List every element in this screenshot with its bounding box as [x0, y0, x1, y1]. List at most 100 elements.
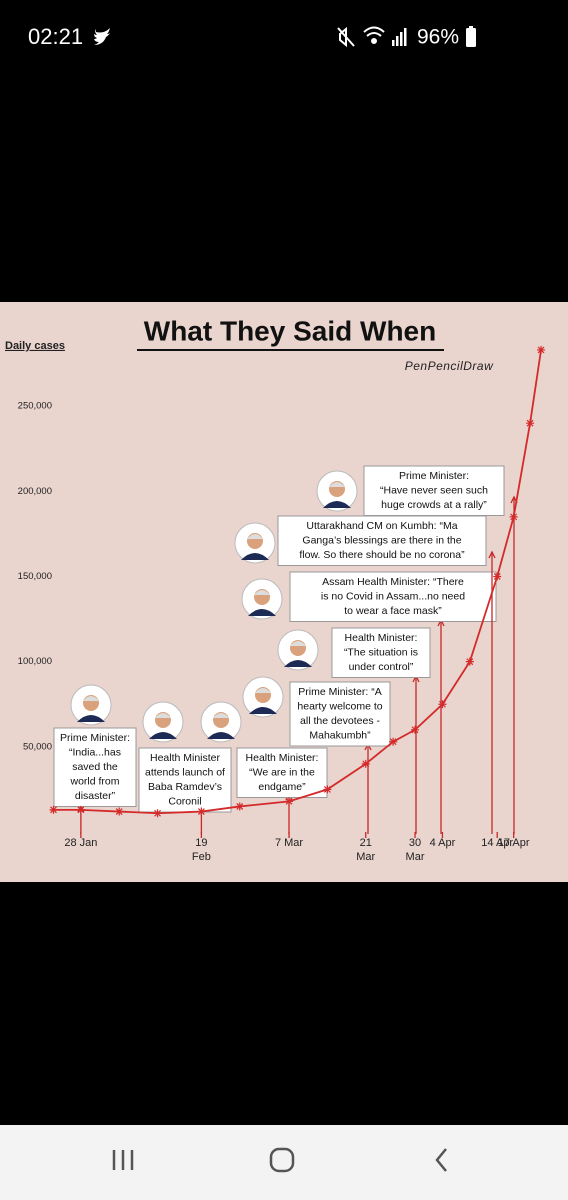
portrait-hair — [155, 713, 171, 718]
annotation-text: Assam Health Minister: “There — [322, 576, 464, 588]
x-tick-label: 19 Feb — [191, 837, 211, 863]
battery-icon — [466, 26, 476, 47]
portrait-body — [284, 660, 312, 667]
signal-icon — [392, 28, 407, 46]
annotation-text: “India...has — [69, 746, 121, 758]
annotation-text: Baba Ramdev’s — [148, 781, 222, 793]
cases-point — [493, 572, 502, 581]
portrait — [316, 470, 358, 512]
x-tick-label: 30 Mar — [405, 837, 425, 863]
annotation-text: Health Minister — [150, 752, 221, 764]
portrait-hair — [83, 696, 99, 701]
portrait-hair — [247, 534, 263, 539]
cases-point — [465, 657, 474, 666]
cases-point — [438, 700, 447, 709]
annotation-text: to wear a face mask” — [344, 605, 442, 617]
twitter-icon — [94, 28, 110, 45]
x-tick-label: 14 Apr — [481, 837, 514, 849]
annotation-text: Ganga’s blessings are there in the — [302, 534, 461, 546]
annotation-text: Uttarakhand CM on Kumbh: “Ma — [306, 520, 457, 532]
y-tick-label: 150,000 — [18, 571, 52, 582]
portrait-hair — [329, 482, 345, 487]
portrait-body — [149, 732, 177, 739]
cases-point — [153, 809, 162, 818]
annotation-text: saved the — [72, 761, 118, 773]
annotation-text: all the devotees - — [300, 715, 380, 727]
portrait-hair — [254, 590, 270, 595]
portrait-body — [241, 553, 269, 560]
battery-percent: 96% — [417, 26, 459, 49]
annotation-text: huge crowds at a rally” — [381, 499, 487, 511]
annotation-text: flow. So there should be no corona” — [299, 549, 465, 561]
annotation-text: Health Minister: — [345, 632, 418, 644]
portrait-body — [248, 609, 276, 616]
annotation-text: Health Minister: — [246, 752, 319, 764]
annotation-text: endgame” — [258, 781, 306, 793]
cases-point — [537, 345, 546, 354]
cases-point — [235, 802, 244, 811]
annotation-box — [331, 627, 431, 678]
annotation-text: “We are in the — [249, 766, 315, 778]
portrait-hair — [290, 641, 306, 646]
portrait — [200, 701, 242, 743]
annotation-text: world from — [69, 775, 119, 787]
annotation-text: under control” — [349, 661, 414, 673]
cases-point — [285, 797, 294, 806]
cases-point — [323, 785, 332, 794]
annotation-box — [236, 747, 328, 798]
x-tick-label: 4 Apr — [429, 837, 456, 849]
arrow-head — [488, 550, 496, 559]
wifi-icon — [363, 26, 385, 44]
cases-point — [49, 805, 58, 814]
annotation-box — [289, 681, 391, 747]
x-tick-label: 21 Mar — [356, 837, 376, 863]
annotation-box — [138, 747, 232, 813]
cases-point — [509, 512, 518, 521]
annotation-text: Prime Minister: — [60, 732, 130, 744]
y-tick-label: 50,000 — [23, 741, 52, 752]
annotation-text: is no Covid in Assam...no need — [321, 590, 465, 602]
annotation-text: disaster” — [75, 790, 116, 802]
home-button[interactable] — [269, 1147, 295, 1173]
y-tick-label: 100,000 — [18, 656, 52, 667]
annotation-text: Prime Minister: — [399, 470, 469, 482]
annotation-text: attends launch of — [145, 766, 225, 778]
portrait-body — [323, 501, 351, 508]
y-axis-label: Daily cases — [5, 340, 65, 352]
annotation-text: Mahakumbh” — [309, 729, 371, 741]
portrait — [277, 629, 319, 671]
portrait-body — [207, 732, 235, 739]
portrait — [142, 701, 184, 743]
cases-point — [361, 759, 370, 768]
cases-point — [197, 807, 206, 816]
y-tick-label: 200,000 — [18, 486, 52, 497]
cases-point — [76, 805, 85, 814]
cases-point — [526, 419, 535, 428]
annotation-text: “The situation is — [344, 646, 418, 658]
back-button[interactable] — [435, 1148, 447, 1172]
portrait — [241, 578, 283, 620]
portrait-body — [249, 707, 277, 714]
annotation-text: Coronil — [168, 795, 201, 807]
annotation-box — [289, 571, 497, 622]
mute-icon — [337, 26, 355, 48]
cases-point — [411, 725, 420, 734]
chart-title: What They Said When — [144, 315, 436, 346]
annotation-box — [53, 727, 137, 807]
nav-bar — [0, 1125, 568, 1200]
portrait-hair — [255, 688, 271, 693]
clock: 02:21 — [28, 24, 83, 49]
portrait — [234, 522, 276, 564]
cases-point — [389, 737, 398, 746]
cases-point — [115, 807, 124, 816]
x-tick-label: 7 Mar — [274, 837, 304, 849]
annotation-box — [363, 465, 505, 516]
x-tick-label: 28 Jan — [64, 837, 98, 849]
signature: PenPencilDraw — [405, 359, 494, 373]
annotation-text: “Have never seen such — [380, 484, 488, 496]
annotation-text: hearty welcome to — [297, 700, 382, 712]
portrait-hair — [213, 713, 229, 718]
portrait — [242, 676, 284, 718]
recents-button[interactable] — [112, 1150, 134, 1170]
